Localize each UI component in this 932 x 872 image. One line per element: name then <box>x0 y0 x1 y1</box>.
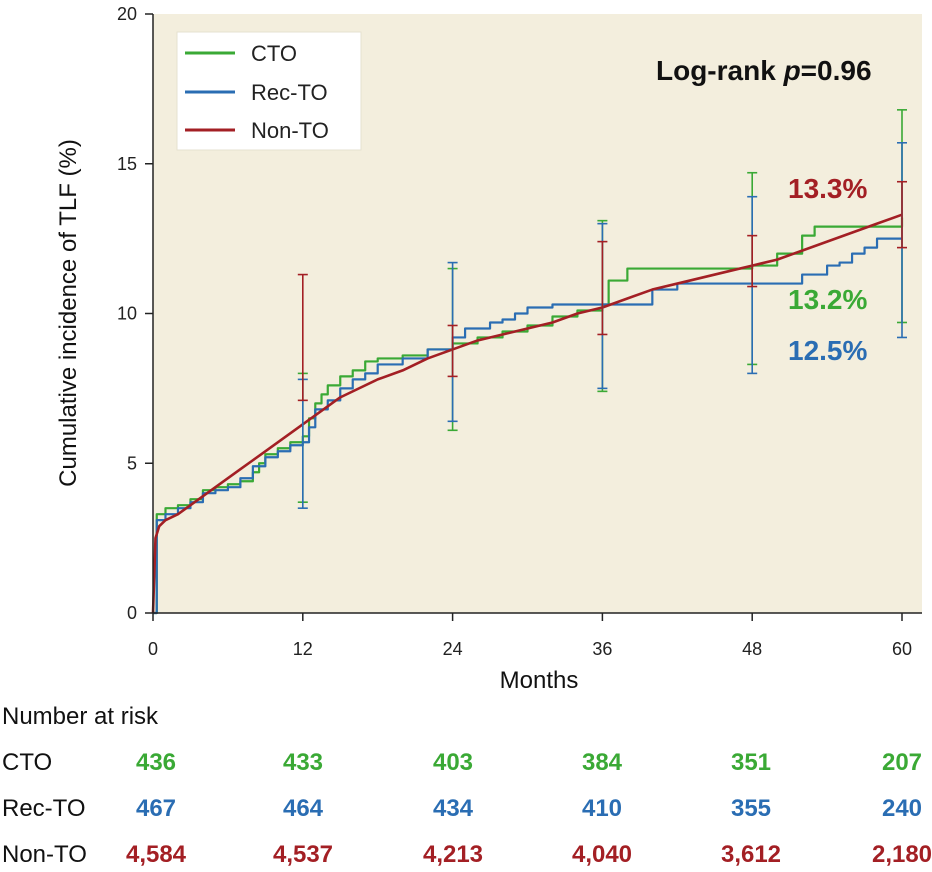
logrank-p-italic: p <box>783 55 801 86</box>
x-axis-label: Months <box>500 667 579 694</box>
risk-value: 433 <box>283 749 323 776</box>
y-tick-label: 5 <box>127 453 137 473</box>
x-tick-label: 0 <box>148 639 158 659</box>
logrank-prefix: Log-rank <box>656 55 784 86</box>
final-label-rec-to: 12.5% <box>788 335 867 366</box>
risk-value: 207 <box>882 749 922 776</box>
error-bar-non-to <box>447 324 458 378</box>
x-tick-label: 24 <box>443 639 463 659</box>
y-tick-label: 0 <box>127 603 137 623</box>
risk-value: 355 <box>731 795 771 822</box>
y-tick-label: 10 <box>117 304 137 324</box>
y-tick-label: 15 <box>117 154 137 174</box>
error-bar-non-to <box>897 180 907 249</box>
risk-row-label: CTO <box>2 749 52 776</box>
risk-row-label: Rec-TO <box>2 795 86 822</box>
error-bar-non-to <box>747 234 758 288</box>
risk-value: 410 <box>582 795 622 822</box>
legend-label-cto: CTO <box>251 41 297 66</box>
x-tick-label: 48 <box>742 639 762 659</box>
series-line-non-to <box>151 213 903 614</box>
risk-value: 4,213 <box>423 841 483 868</box>
risk-value: 464 <box>283 795 324 822</box>
risk-row-label: Non-TO <box>2 841 87 868</box>
legend-label-non-to: Non-TO <box>251 118 329 143</box>
x-tick-label: 36 <box>592 639 612 659</box>
risk-value: 4,040 <box>572 841 632 868</box>
risk-value: 384 <box>582 749 623 776</box>
logrank-annotation: Log-rank p=0.96 <box>656 55 872 86</box>
risk-value: 436 <box>136 749 176 776</box>
error-bar-non-to <box>597 240 608 336</box>
risk-value: 467 <box>136 795 176 822</box>
risk-table-title: Number at risk <box>2 703 159 730</box>
y-tick-label: 20 <box>117 4 137 24</box>
legend-label-rec-to: Rec-TO <box>251 80 328 105</box>
final-label-cto: 13.2% <box>788 284 867 315</box>
risk-value: 351 <box>731 749 771 776</box>
risk-value: 240 <box>882 795 922 822</box>
legend: CTO Rec-TO Non-TO <box>176 31 362 151</box>
risk-value: 434 <box>433 795 474 822</box>
x-tick-label: 60 <box>892 639 912 659</box>
risk-value: 3,612 <box>721 841 781 868</box>
risk-value: 403 <box>433 749 473 776</box>
series-line-rec-to <box>153 237 902 615</box>
x-tick-label: 12 <box>293 639 313 659</box>
final-label-non-to: 13.3% <box>788 173 867 204</box>
y-axis-label: Cumulative incidence of TLF (%) <box>55 139 82 487</box>
logrank-value: =0.96 <box>801 55 872 86</box>
error-bar-non-to <box>297 273 308 402</box>
risk-value: 4,584 <box>126 841 187 868</box>
risk-value: 2,180 <box>872 841 932 868</box>
risk-value: 4,537 <box>273 841 333 868</box>
